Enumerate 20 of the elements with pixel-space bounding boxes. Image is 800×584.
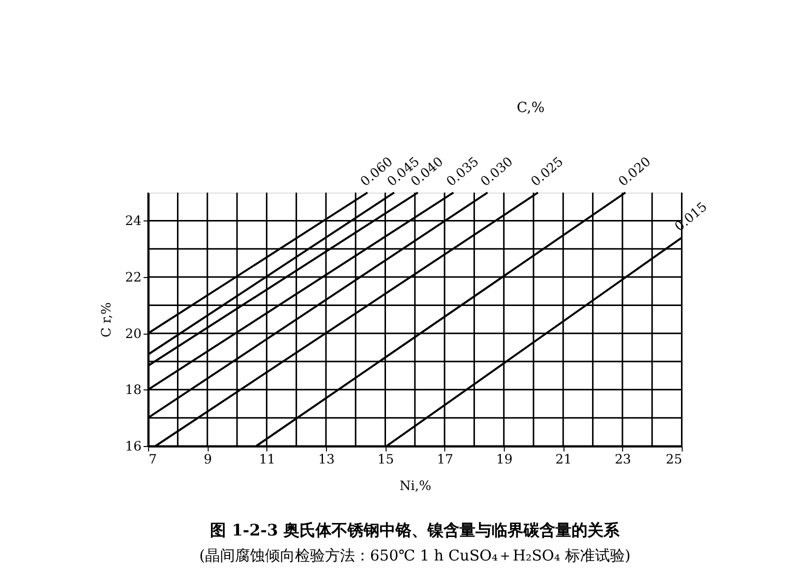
x-tick-label: 21 <box>555 452 572 468</box>
y-tick-label: 16 <box>125 439 142 454</box>
x-tick-label: 11 <box>258 452 276 468</box>
y-tick-label: 20 <box>125 326 142 342</box>
x-tick-label: 9 <box>204 452 212 468</box>
x-tick-label: 17 <box>436 452 454 468</box>
x-axis-title: Ni,% <box>400 479 432 494</box>
y-tick-label: 18 <box>125 383 142 398</box>
text: (晶间腐蚀倾向检验方法：650℃ 1 h CuSO₄＋H₂SO₄ 标准试验) <box>199 546 631 564</box>
x-tick-label: 13 <box>318 452 335 468</box>
text: 图 1-2-3 奥氏体不锈钢中铬、镍含量与临界碳含量的关系 <box>210 520 621 540</box>
x-tick-label: 25 <box>666 452 682 468</box>
y-axis-title: C r,% <box>99 302 114 338</box>
y-tick-label: 22 <box>125 270 142 286</box>
text: C,% <box>516 100 545 116</box>
x-tick-label: 23 <box>614 452 632 468</box>
x-tick-label: 19 <box>496 452 513 468</box>
x-tick-label: 15 <box>378 452 394 468</box>
y-tick-label: 24 <box>125 214 142 230</box>
x-tick-label: 7 <box>148 452 157 468</box>
